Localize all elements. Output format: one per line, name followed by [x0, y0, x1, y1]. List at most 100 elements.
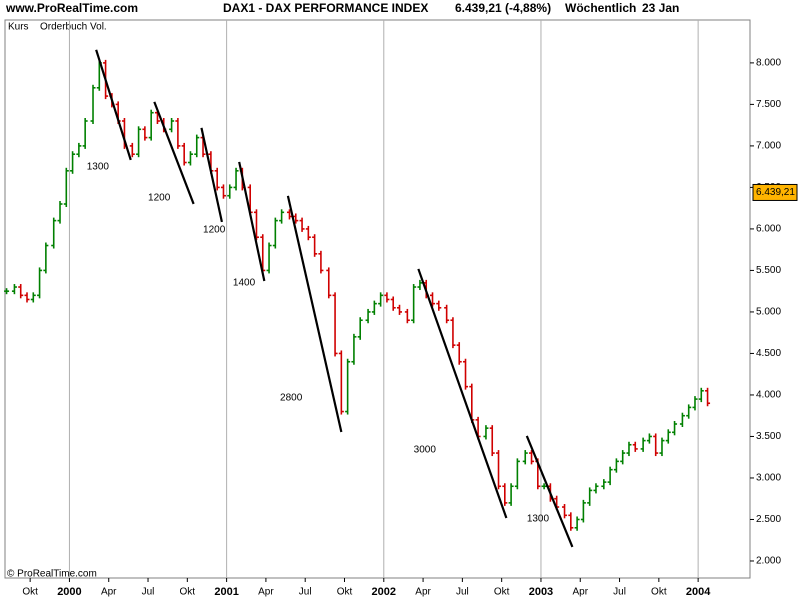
price-bar [483, 425, 489, 440]
trend-label: 1300 [527, 514, 550, 525]
price-bar [686, 404, 692, 419]
y-tick-label: 4.000 [756, 390, 781, 401]
price-bar [613, 458, 619, 473]
x-tick-label: Apr [101, 587, 117, 598]
price-bar [705, 387, 711, 407]
y-tick-label: 7.000 [756, 141, 781, 152]
price-bar [502, 483, 508, 506]
price-bar [463, 358, 469, 390]
price-bar [318, 250, 324, 274]
y-tick-label: 3.500 [756, 431, 781, 442]
x-tick-label: Okt [22, 587, 38, 598]
price-bar [220, 184, 226, 199]
price-bar [332, 292, 338, 357]
price-bar [593, 483, 599, 494]
trend-line [238, 161, 266, 282]
price-bar [390, 296, 396, 311]
y-tick-label: 5.500 [756, 265, 781, 276]
x-tick-label: Apr [572, 587, 588, 598]
price-bar [698, 387, 704, 403]
price-bar [175, 117, 181, 149]
price-bar [76, 142, 82, 158]
x-tick-label: Apr [415, 587, 431, 598]
price-bar [665, 429, 671, 444]
x-tick-label: 2000 [57, 586, 81, 598]
price-bar [541, 483, 547, 490]
price-bar [51, 217, 57, 249]
price-bar [82, 117, 88, 149]
trend-label: 1400 [233, 278, 256, 289]
price-bar [345, 358, 351, 415]
x-tick-label: 2003 [529, 586, 553, 598]
price-bar [580, 499, 586, 523]
panel-label: Kurs [8, 22, 29, 33]
x-tick-label: 2001 [214, 586, 238, 598]
price-bar [626, 441, 632, 457]
price-bar [43, 242, 49, 274]
price-bar [522, 450, 528, 465]
x-tick-label: Okt [337, 587, 353, 598]
x-tick-label: Jul [142, 587, 155, 598]
y-tick-label: 8.000 [756, 58, 781, 69]
trend-label: 3000 [414, 445, 437, 456]
price-bar [227, 184, 233, 199]
panel-label: Orderbuch Vol. [40, 22, 107, 33]
site: www.ProRealTime.com [5, 1, 138, 15]
price-bar [299, 217, 305, 232]
x-tick-label: 2004 [686, 586, 711, 598]
y-tick-label: 5.000 [756, 307, 781, 318]
trend-line [417, 268, 508, 519]
price-bar [514, 458, 520, 490]
price-bar [562, 504, 568, 519]
trend-label: 1200 [203, 225, 226, 236]
price-bar [371, 300, 377, 315]
price-bar [456, 342, 462, 365]
y-tick-label: 4.500 [756, 348, 781, 359]
y-tick-label: 3.000 [756, 473, 781, 484]
price-bar [450, 317, 456, 349]
trend-line [200, 127, 223, 223]
price-bar [351, 333, 357, 365]
price-bar [4, 288, 10, 295]
price-bar [679, 412, 685, 428]
price-bar [279, 209, 285, 224]
price-bar [70, 151, 76, 174]
price-bar [272, 217, 278, 249]
price-bar [253, 209, 259, 241]
price-bar [444, 304, 450, 324]
price-bar [659, 437, 665, 457]
price-bar [632, 441, 638, 452]
price-bar [11, 284, 17, 295]
copyright: © ProRealTime.com [7, 569, 97, 580]
y-tick-label: 2.000 [756, 556, 781, 567]
price-bar [181, 142, 187, 166]
trend-label: 2800 [280, 393, 303, 404]
trend-label: 1200 [148, 193, 171, 204]
price-bar [37, 267, 43, 299]
price-bar [378, 292, 384, 307]
last-price-box [752, 183, 798, 201]
price-bar [508, 483, 514, 506]
price-bar [653, 433, 659, 457]
price-bar [397, 304, 403, 315]
x-tick-label: Apr [258, 587, 274, 598]
quote: 6.439,21 (-4,88%) [455, 1, 551, 15]
chart-title: DAX1 - DAX PERFORMANCE INDEX [223, 1, 428, 15]
price-bar [90, 84, 96, 124]
x-tick-label: Jul [613, 587, 626, 598]
price-bar [214, 167, 220, 191]
price-bar [266, 242, 272, 274]
price-bar [646, 433, 652, 444]
price-bar [142, 126, 148, 141]
y-tick-label: 7.500 [756, 99, 781, 110]
period: Wöchentlich [565, 1, 636, 15]
price-bar [692, 396, 698, 411]
price-bar [417, 279, 423, 291]
price-bar [529, 450, 535, 465]
price-bar [312, 234, 318, 257]
price-bar [620, 450, 626, 465]
price-bar [672, 421, 678, 436]
price-bar [305, 225, 311, 241]
